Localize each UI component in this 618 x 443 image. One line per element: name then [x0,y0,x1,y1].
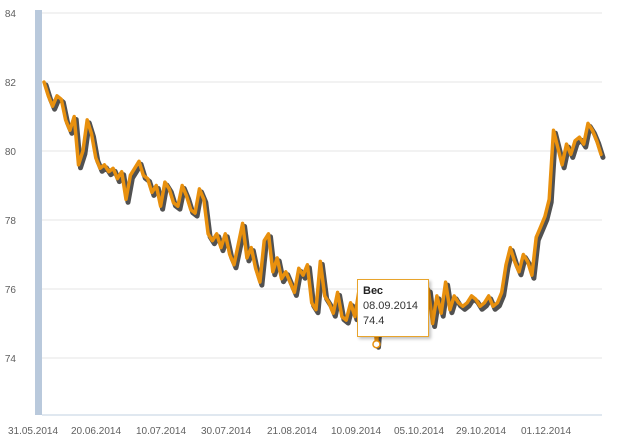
x-tick-label: 05.10.2014 [394,426,444,437]
x-axis-ticks: 31.05.2014 20.06.2014 10.07.2014 30.07.2014… [8,426,571,437]
x-tick-label: 10.07.2014 [136,426,186,437]
y-tick-label: 76 [5,285,17,296]
x-tick-label: 21.08.2014 [267,426,317,437]
x-tick-label: 30.07.2014 [201,426,251,437]
x-tick-label: 29.10.2014 [456,426,506,437]
y-tick-label: 84 [5,9,17,20]
y-tick-label: 80 [5,147,17,158]
x-tick-label: 01.12.2014 [521,426,571,437]
series-line[interactable] [42,80,603,346]
x-tick-label: 10.09.2014 [331,426,381,437]
y-tick-label: 74 [5,354,17,365]
data-tooltip: Вес 08.09.2014 74.4 [357,279,429,337]
y-tick-label: 82 [5,78,17,89]
x-tick-label: 31.05.2014 [8,426,58,437]
hover-point-marker[interactable] [372,339,381,349]
x-tick-label: 20.06.2014 [71,426,121,437]
y-tick-label: 78 [5,216,17,227]
tooltip-series-name: Вес [363,285,384,297]
tooltip-value: 74.4 [363,315,385,327]
series-line-shadow [43,82,606,350]
y-axis-scrollbar[interactable] [35,10,42,415]
grid-lines [42,12,602,359]
tooltip-date: 08.09.2014 [363,300,419,312]
y-axis-ticks: 74 76 78 80 82 84 [5,9,17,365]
